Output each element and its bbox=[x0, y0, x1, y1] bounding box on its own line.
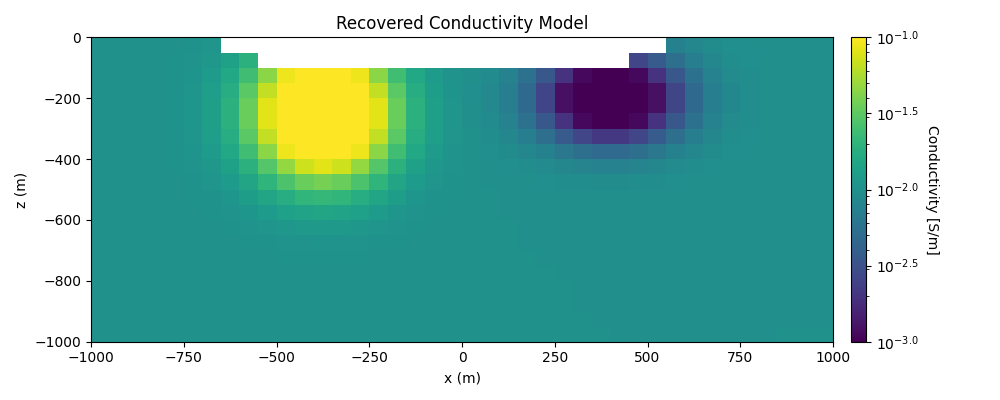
Title: Recovered Conductivity Model: Recovered Conductivity Model bbox=[336, 15, 588, 33]
X-axis label: x (m): x (m) bbox=[444, 371, 481, 385]
Y-axis label: z (m): z (m) bbox=[15, 172, 29, 208]
Y-axis label: Conductivity [S/m]: Conductivity [S/m] bbox=[925, 125, 939, 254]
